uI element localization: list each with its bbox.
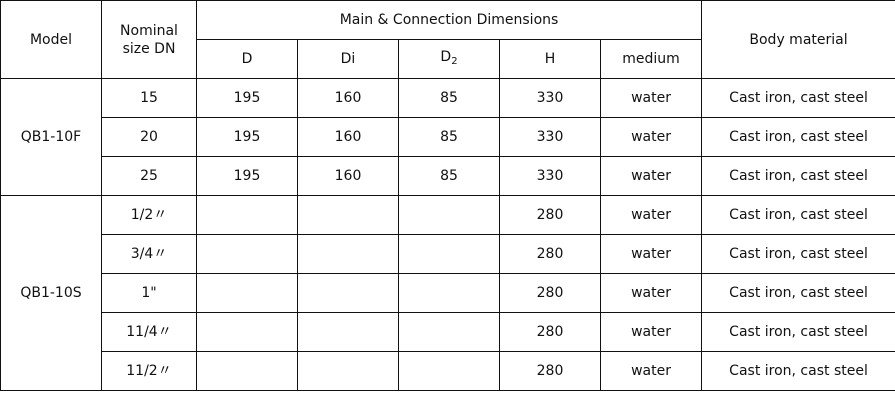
cell-di	[297, 351, 399, 391]
cell-dn: 11/4〃	[101, 312, 197, 352]
table-row: 20 195 160 85 330 water Cast iron, cast steel	[1, 117, 895, 157]
cell-d2	[398, 312, 500, 352]
header-body-material: Body material	[701, 0, 895, 79]
cell-dn: 11/2〃	[101, 351, 197, 391]
cell-dn: 1/2〃	[101, 195, 197, 235]
cell-dn: 1"	[101, 273, 197, 313]
cell-d2	[398, 273, 500, 313]
cell-d2	[398, 351, 500, 391]
cell-material: Cast iron, cast steel	[701, 273, 895, 313]
cell-d2: 85	[398, 117, 500, 157]
cell-h: 330	[499, 78, 601, 118]
cell-h: 330	[499, 156, 601, 196]
cell-d2	[398, 195, 500, 235]
cell-medium: water	[599, 273, 703, 313]
cell-material: Cast iron, cast steel	[701, 351, 895, 391]
dimensions-table: Model Nominal size DN Main & Connection …	[0, 0, 895, 391]
cell-material: Cast iron, cast steel	[701, 78, 895, 118]
header-di: Di	[297, 39, 399, 79]
cell-h: 280	[499, 351, 601, 391]
cell-d2: 85	[398, 156, 500, 196]
header-h: H	[499, 39, 601, 79]
cell-h: 280	[499, 195, 601, 235]
cell-dn: 25	[101, 156, 197, 196]
cell-di	[297, 195, 399, 235]
cell-d2: 85	[398, 78, 500, 118]
cell-d	[196, 351, 298, 391]
table-row: QB1-10F 15 195 160 85 330 water Cast iron, cast…	[0, 78, 895, 196]
cell-medium: water	[599, 156, 703, 196]
cell-material: Cast iron, cast steel	[701, 195, 895, 235]
cell-medium: water	[599, 351, 703, 391]
cell-h: 280	[499, 273, 601, 313]
header-medium: medium	[599, 39, 703, 79]
cell-medium: water	[599, 117, 703, 157]
cell-d	[196, 273, 298, 313]
table-row: 11/2〃 280 water Cast iron, cast steel	[1, 351, 895, 391]
table-row: 1" 280 water Cast iron, cast steel	[1, 273, 895, 313]
table-row: 3/4〃 280 water Cast iron, cast steel	[1, 234, 895, 274]
cell-material: Cast iron, cast steel	[701, 117, 895, 157]
cell-material: Cast iron, cast steel	[701, 156, 895, 196]
cell-d: 195	[196, 117, 298, 157]
header-d2: D2	[398, 39, 500, 79]
cell-di	[297, 273, 399, 313]
model-cell: QB1-10F	[0, 78, 102, 196]
header-d: D	[196, 39, 298, 79]
cell-medium: water	[599, 78, 703, 118]
table-row: QB1-10S 1/2〃 280 water Cast iron, cast steel	[0, 195, 895, 391]
cell-h: 280	[499, 312, 601, 352]
cell-d: 195	[196, 78, 298, 118]
cell-di	[297, 312, 399, 352]
header-model: Model	[0, 0, 102, 79]
header-main-dimensions: Main & Connection Dimensions	[195, 0, 703, 40]
cell-di	[297, 234, 399, 274]
cell-d	[196, 234, 298, 274]
cell-di: 160	[297, 156, 399, 196]
cell-medium: water	[599, 312, 703, 352]
cell-d2	[398, 234, 500, 274]
cell-medium: water	[599, 195, 703, 235]
cell-dn: 15	[101, 78, 197, 118]
cell-dn: 3/4〃	[101, 234, 197, 274]
header-nominal-size: Nominal size DN	[101, 0, 197, 79]
cell-d	[196, 312, 298, 352]
cell-d	[196, 195, 298, 235]
table-row: 25 195 160 85 330 water Cast iron, cast steel	[1, 156, 895, 196]
cell-h: 280	[499, 234, 601, 274]
cell-material: Cast iron, cast steel	[701, 312, 895, 352]
cell-material: Cast iron, cast steel	[701, 234, 895, 274]
cell-h: 330	[499, 117, 601, 157]
cell-di: 160	[297, 78, 399, 118]
cell-medium: water	[599, 234, 703, 274]
cell-d: 195	[196, 156, 298, 196]
table-row: 11/4〃 280 water Cast iron, cast steel	[1, 312, 895, 352]
model-cell: QB1-10S	[0, 195, 102, 391]
cell-di: 160	[297, 117, 399, 157]
cell-dn: 20	[101, 117, 197, 157]
